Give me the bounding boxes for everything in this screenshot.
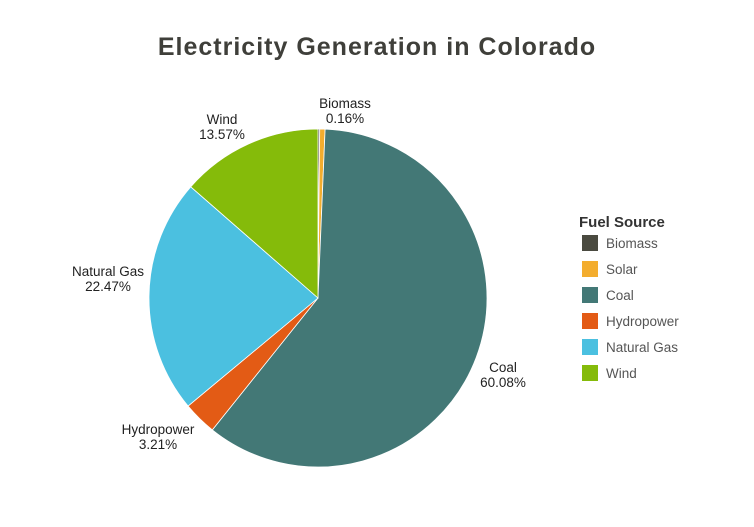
legend-swatch-wind [582, 365, 598, 381]
pie-slice-wind [190, 128, 319, 299]
legend-label-hydropower: Hydropower [606, 314, 679, 329]
slice-label-value-natural-gas: 22.47% [85, 279, 131, 294]
legend-title: Fuel Source [579, 214, 665, 231]
pie-slice-coal [211, 128, 488, 468]
pie-slices [148, 128, 488, 468]
slice-label-value-wind: 13.57% [199, 127, 245, 142]
legend-label-wind: Wind [606, 366, 637, 381]
slice-label-value-biomass: 0.16% [326, 111, 364, 126]
legend-swatch-coal [582, 287, 598, 303]
legend-swatch-hydropower [582, 313, 598, 329]
legend-label-coal: Coal [606, 288, 634, 303]
slice-label-name-wind: Wind [207, 112, 238, 127]
slice-label-name-hydropower: Hydropower [122, 422, 195, 437]
pie-slice-natural-gas [148, 186, 319, 407]
slice-label-name-coal: Coal [489, 360, 517, 375]
legend-label-solar: Solar [606, 262, 638, 277]
legend-swatch-biomass [582, 235, 598, 251]
slice-label-value-coal: 60.08% [480, 375, 526, 390]
slice-label-name-natural-gas: Natural Gas [72, 264, 144, 279]
legend-label-biomass: Biomass [606, 236, 658, 251]
legend: Fuel Source Biomass Solar Coal Hydropower Na… [579, 214, 679, 381]
legend-swatch-natural-gas [582, 339, 598, 355]
legend-swatch-solar [582, 261, 598, 277]
slice-label-value-hydropower: 3.21% [139, 437, 177, 452]
legend-items: Biomass Solar Coal Hydropower Natural Gas Win… [582, 235, 679, 381]
slice-label-name-biomass: Biomass [319, 96, 371, 111]
legend-label-natural-gas: Natural Gas [606, 340, 678, 355]
chart-title: Electricity Generation in Colorado [158, 33, 596, 61]
